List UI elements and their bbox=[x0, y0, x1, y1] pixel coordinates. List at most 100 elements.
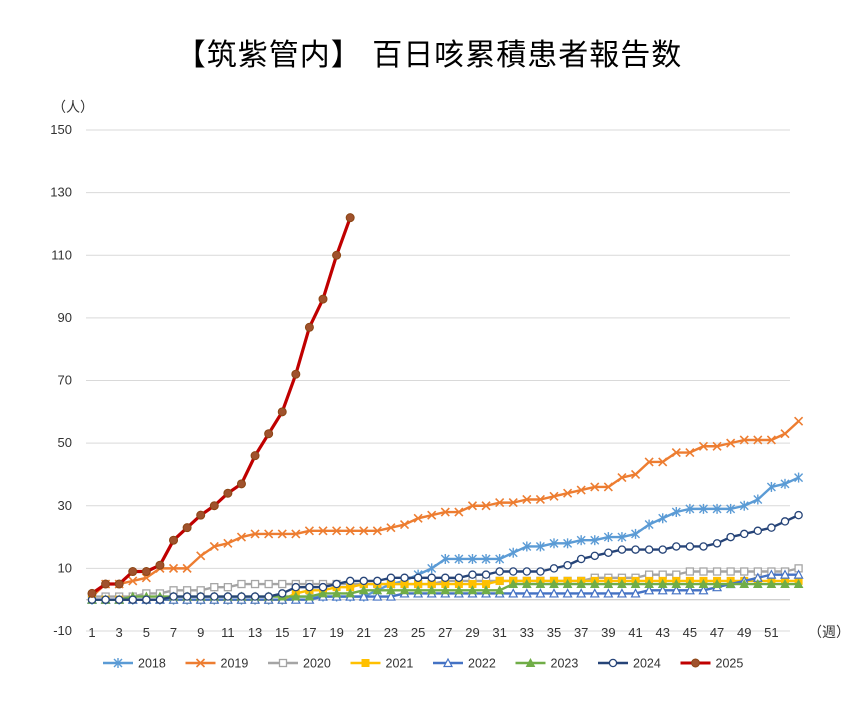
data-point bbox=[576, 535, 586, 546]
x-axis: （週） 1 3 5 7 9 11 13 15 17 19 21 23 25 27 29 31 33 35 37 39 4… bbox=[86, 599, 850, 641]
data-point bbox=[563, 560, 572, 570]
x-tick-label: 7 bbox=[170, 625, 177, 640]
y-axis: （人） -10 10 30 50 70 90 110 130 150 bbox=[50, 100, 94, 638]
data-point bbox=[223, 592, 233, 601]
data-point bbox=[264, 529, 274, 539]
legend-label: 2022 bbox=[468, 657, 496, 671]
data-point bbox=[644, 545, 654, 554]
data-point bbox=[291, 369, 301, 379]
data-point bbox=[549, 578, 559, 589]
data-point bbox=[644, 578, 654, 589]
data-point bbox=[712, 503, 722, 514]
data-point bbox=[101, 595, 110, 604]
data-point bbox=[345, 213, 355, 223]
data-point bbox=[454, 553, 464, 564]
data-point bbox=[196, 551, 206, 561]
data-point bbox=[740, 567, 749, 576]
data-point bbox=[277, 589, 287, 598]
data-point bbox=[250, 579, 260, 589]
chart-title: 【筑紫管内】 百日咳累積患者報告数 bbox=[175, 38, 683, 73]
data-point bbox=[114, 595, 124, 604]
series-lines bbox=[87, 213, 804, 605]
data-point bbox=[237, 579, 246, 589]
data-point bbox=[726, 438, 736, 448]
data-point bbox=[440, 585, 451, 595]
data-point bbox=[644, 585, 655, 595]
data-point bbox=[780, 478, 790, 489]
data-point bbox=[182, 563, 192, 573]
data-point bbox=[603, 578, 614, 589]
data-point bbox=[278, 658, 288, 668]
x-axis-unit: （週） bbox=[808, 625, 850, 641]
data-point bbox=[196, 592, 205, 601]
data-point bbox=[671, 585, 682, 595]
data-point bbox=[454, 585, 464, 595]
x-tick-label: 27 bbox=[438, 625, 452, 640]
y-tick-label: 70 bbox=[58, 373, 72, 388]
data-point bbox=[250, 592, 260, 601]
data-point bbox=[793, 569, 804, 579]
data-point bbox=[209, 541, 219, 552]
data-point bbox=[726, 503, 736, 514]
data-point bbox=[361, 659, 370, 667]
data-point bbox=[399, 585, 410, 595]
x-tick-label: 15 bbox=[275, 625, 289, 640]
data-point bbox=[427, 573, 436, 583]
data-point bbox=[440, 507, 450, 517]
data-point bbox=[766, 569, 777, 579]
x-tick-label: 5 bbox=[143, 625, 150, 640]
data-point bbox=[562, 578, 573, 589]
data-point bbox=[237, 592, 246, 601]
data-point bbox=[590, 482, 600, 492]
data-point bbox=[739, 435, 749, 445]
data-point bbox=[264, 592, 273, 601]
data-point bbox=[726, 532, 735, 542]
data-point bbox=[169, 535, 179, 545]
legend-label: 2023 bbox=[551, 657, 579, 671]
legend-item-2022: 2022 bbox=[433, 657, 496, 671]
data-point bbox=[726, 567, 735, 576]
data-point bbox=[794, 510, 803, 520]
data-point bbox=[290, 591, 301, 601]
data-point bbox=[372, 591, 383, 601]
legend-item-2019: 2019 bbox=[185, 657, 248, 671]
data-point bbox=[128, 567, 138, 577]
data-point bbox=[359, 526, 369, 536]
data-point bbox=[794, 416, 804, 426]
data-point bbox=[358, 585, 369, 595]
data-point bbox=[304, 526, 314, 536]
data-point bbox=[481, 570, 491, 579]
data-point bbox=[698, 441, 709, 451]
data-point bbox=[332, 579, 341, 589]
data-point bbox=[128, 595, 138, 604]
data-point bbox=[562, 588, 573, 598]
data-point bbox=[508, 578, 519, 589]
gridlines bbox=[86, 129, 790, 632]
data-point bbox=[508, 547, 518, 558]
data-point bbox=[413, 573, 423, 583]
legend-label: 2021 bbox=[386, 657, 414, 671]
x-tick-label: 11 bbox=[221, 625, 235, 640]
data-point bbox=[332, 526, 342, 536]
data-point bbox=[563, 488, 573, 498]
y-tick-label: 130 bbox=[50, 185, 72, 200]
data-point bbox=[495, 553, 505, 564]
data-point bbox=[426, 585, 437, 595]
data-point bbox=[521, 578, 532, 589]
data-point bbox=[494, 585, 505, 595]
x-tick-label: 47 bbox=[710, 625, 724, 640]
data-point bbox=[698, 578, 709, 589]
x-tick-label: 19 bbox=[329, 625, 343, 640]
x-tick-label: 43 bbox=[655, 625, 669, 640]
data-point bbox=[495, 567, 504, 576]
data-point bbox=[608, 658, 618, 668]
data-point bbox=[427, 563, 437, 574]
data-point bbox=[549, 564, 559, 573]
y-tick-label: -10 bbox=[53, 623, 72, 638]
legend-label: 2025 bbox=[716, 657, 744, 671]
data-point bbox=[617, 532, 627, 543]
data-point bbox=[481, 585, 491, 595]
data-point bbox=[644, 457, 654, 467]
data-point bbox=[210, 592, 219, 601]
x-tick-label: 31 bbox=[492, 625, 506, 640]
